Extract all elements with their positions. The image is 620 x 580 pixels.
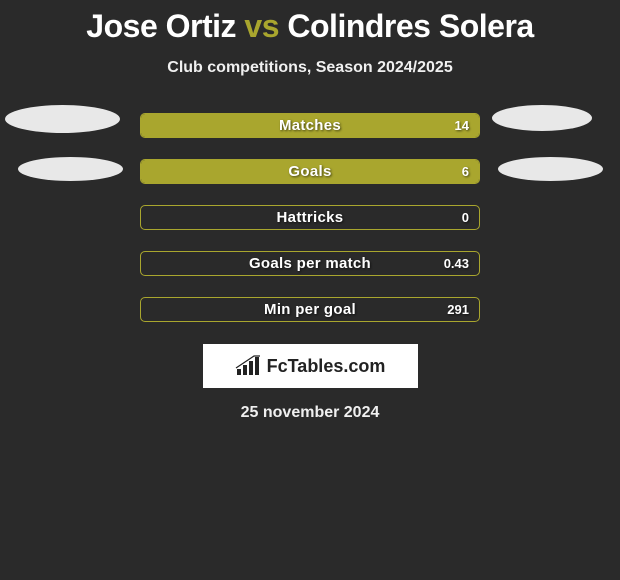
fctables-logo[interactable]: FcTables.com bbox=[203, 344, 418, 388]
stat-value: 14 bbox=[455, 114, 469, 137]
stat-label: Min per goal bbox=[141, 298, 479, 321]
stat-bar: Matches14 bbox=[140, 113, 480, 138]
stat-value: 291 bbox=[447, 298, 469, 321]
footer-date: 25 november 2024 bbox=[241, 404, 380, 422]
player1-name: Jose Ortiz bbox=[86, 8, 236, 44]
stat-value: 6 bbox=[462, 160, 469, 183]
stat-bar: Hattricks0 bbox=[140, 205, 480, 230]
stat-bar: Goals6 bbox=[140, 159, 480, 184]
vs-separator: vs bbox=[244, 8, 279, 44]
stat-bar: Min per goal291 bbox=[140, 297, 480, 322]
player2-name: Colindres Solera bbox=[287, 8, 533, 44]
subtitle: Club competitions, Season 2024/2025 bbox=[167, 59, 452, 77]
comparison-card: Jose Ortiz vs Colindres Solera Club comp… bbox=[0, 0, 620, 422]
stat-label: Matches bbox=[141, 114, 479, 137]
stat-bar: Goals per match0.43 bbox=[140, 251, 480, 276]
bar-chart-icon bbox=[235, 355, 261, 377]
stat-label: Goals per match bbox=[141, 252, 479, 275]
stat-bars: Matches14 Goals6 Hattricks0 Goals per match… bbox=[0, 113, 620, 322]
stat-label: Goals bbox=[141, 160, 479, 183]
logo-text: FcTables.com bbox=[267, 356, 386, 377]
chart-area: Matches14 Goals6 Hattricks0 Goals per match… bbox=[0, 113, 620, 322]
page-title: Jose Ortiz vs Colindres Solera bbox=[86, 8, 533, 45]
stat-value: 0.43 bbox=[444, 252, 469, 275]
stat-label: Hattricks bbox=[141, 206, 479, 229]
stat-value: 0 bbox=[462, 206, 469, 229]
